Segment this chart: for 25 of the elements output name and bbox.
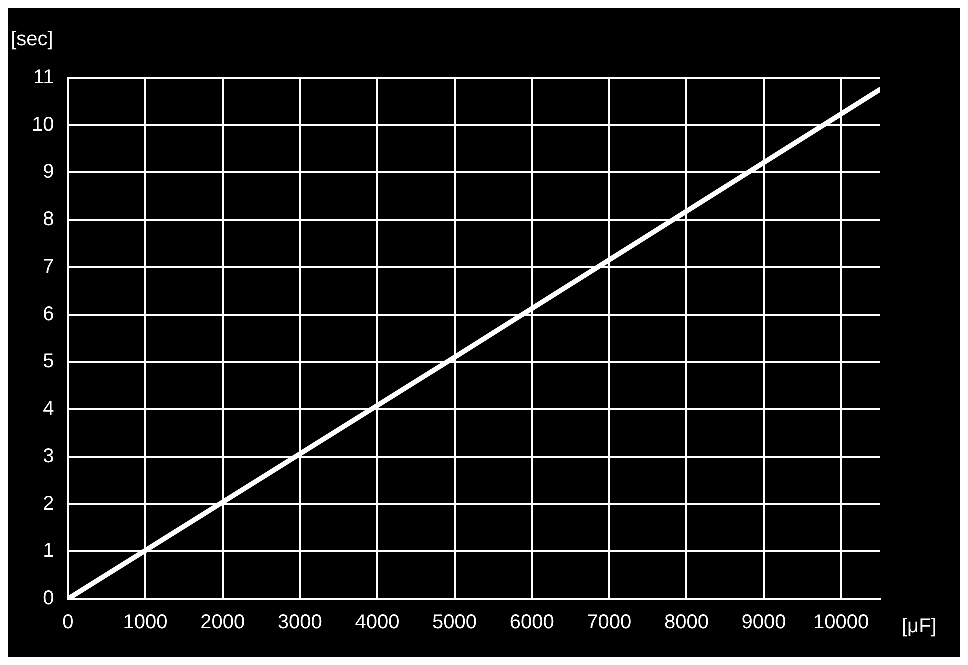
- y-tick-label: 11: [33, 66, 54, 89]
- x-tick-label: 3000: [278, 612, 322, 634]
- x-tick-label: 7000: [587, 612, 632, 634]
- x-tick-label: 2000: [200, 612, 246, 634]
- y-axis-title: [sec]: [11, 28, 54, 51]
- x-tick-label: 6000: [510, 612, 554, 634]
- x-tick-label: 9000: [742, 612, 786, 634]
- y-tick-label: 10: [32, 114, 54, 136]
- x-tick-label: 0: [62, 612, 74, 634]
- y-tick-label: 7: [43, 256, 54, 278]
- y-tick-label: 3: [43, 445, 54, 468]
- x-tick-label: 10000: [814, 612, 870, 634]
- x-tick-label: 1000: [123, 612, 168, 634]
- x-tick-label: 8000: [664, 612, 709, 634]
- y-tick-label: 8: [43, 208, 54, 231]
- y-tick-label: 1: [43, 540, 54, 562]
- y-tick-label: 5: [43, 350, 54, 373]
- y-tick-label: 4: [43, 398, 54, 420]
- y-tick-label: 0: [43, 588, 54, 610]
- y-tick-label: 2: [43, 492, 54, 515]
- x-tick-label: 5000: [432, 612, 478, 634]
- y-tick-label: 6: [43, 303, 54, 326]
- x-tick-label: 4000: [355, 612, 400, 634]
- x-axis-title: [μF]: [902, 616, 937, 638]
- y-tick-label: 9: [43, 161, 54, 184]
